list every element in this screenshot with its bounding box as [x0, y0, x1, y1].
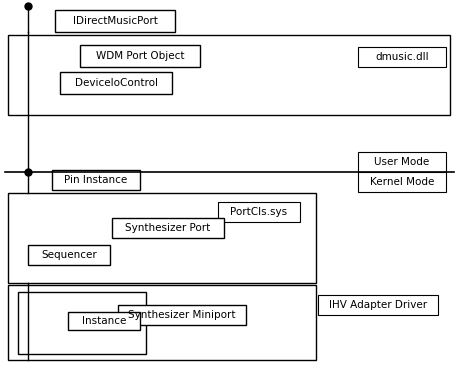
Bar [60, 72, 172, 94]
Text: DeviceIoControl: DeviceIoControl [74, 78, 157, 88]
Bar [318, 295, 438, 315]
Text: IDirectMusicPort: IDirectMusicPort [73, 16, 157, 26]
Bar [118, 305, 246, 325]
Text: Sequencer: Sequencer [41, 250, 97, 260]
Text: User Mode: User Mode [375, 157, 430, 167]
Text: PortCls.sys: PortCls.sys [230, 207, 287, 217]
Text: Synthesizer Port: Synthesizer Port [125, 223, 211, 233]
Text: dmusic.dll: dmusic.dll [375, 52, 429, 62]
Text: Pin Instance: Pin Instance [64, 175, 128, 185]
Bar [112, 218, 224, 238]
Text: WDM Port Object: WDM Port Object [96, 51, 184, 61]
Bar [28, 245, 110, 265]
Bar [8, 193, 316, 283]
Bar [18, 292, 146, 354]
Bar [8, 35, 450, 115]
Bar [52, 170, 140, 190]
Bar [68, 312, 140, 330]
Text: Instance: Instance [82, 316, 126, 326]
Bar [358, 47, 446, 67]
Bar [358, 172, 446, 192]
Bar [80, 45, 200, 67]
Bar [218, 202, 300, 222]
Bar [55, 10, 175, 32]
Text: IHV Adapter Driver: IHV Adapter Driver [329, 300, 427, 310]
Text: Synthesizer Miniport: Synthesizer Miniport [128, 310, 236, 320]
Text: Kernel Mode: Kernel Mode [370, 177, 434, 187]
Bar [358, 152, 446, 172]
Bar [8, 285, 316, 360]
